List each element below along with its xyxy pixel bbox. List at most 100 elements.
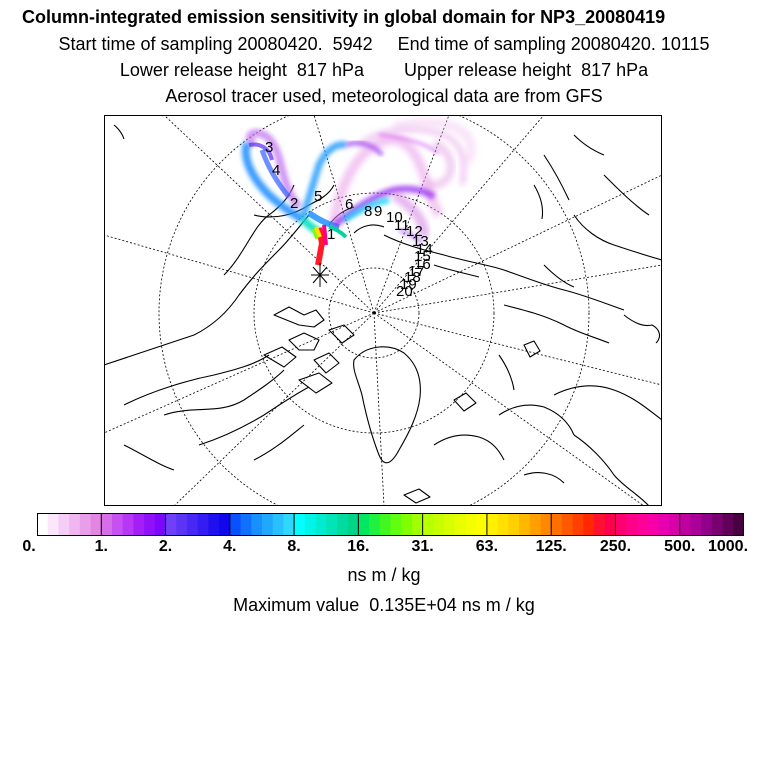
color-scale-tick-label: 63. xyxy=(475,538,499,555)
color-scale-cell xyxy=(594,513,606,536)
color-scale-cell xyxy=(261,513,274,536)
color-scale-cell xyxy=(37,513,49,536)
color-scale-cell xyxy=(326,513,338,536)
color-scale-cell xyxy=(294,513,306,536)
color-scale-cell xyxy=(347,513,359,536)
color-scale-cell xyxy=(47,513,60,536)
color-scale-cell xyxy=(154,513,167,536)
color-scale-tick-label: 250. xyxy=(599,538,632,555)
trajectory-label-1: 1 xyxy=(327,226,335,243)
color-scale-cell xyxy=(529,513,542,536)
tracer-info-line: Aerosol tracer used, meteorological data… xyxy=(165,86,603,106)
color-scale-bar xyxy=(37,513,744,536)
trajectory-label-19: 19 xyxy=(400,276,417,293)
color-scale-cell xyxy=(669,513,681,536)
color-scale-cell xyxy=(358,513,370,536)
color-scale-tick-label: 1. xyxy=(94,538,108,555)
color-scale-cell xyxy=(111,513,124,536)
color-scale-cell xyxy=(733,513,744,536)
trajectory-label-5: 5 xyxy=(314,188,322,205)
color-scale-cell xyxy=(508,513,520,536)
color-scale-cell xyxy=(240,513,252,536)
coastlines xyxy=(104,124,662,506)
color-scale-cell xyxy=(540,513,552,536)
color-scale-cell xyxy=(208,513,220,536)
color-scale-cell xyxy=(369,513,381,536)
maximum-value-label: Maximum value 0.135E+04 ns m / kg xyxy=(233,595,535,615)
polar-stereographic-map: 1 2 3 4 5 6 8 9 10 11 12 13 14 15 16 17 … xyxy=(104,115,662,506)
color-scale-cell xyxy=(304,513,317,536)
color-scale-cell xyxy=(519,513,531,536)
trajectory-label-2: 2 xyxy=(290,195,298,212)
color-scale-cell xyxy=(69,513,81,536)
color-scale-cell xyxy=(636,513,649,536)
color-scale-cell xyxy=(133,513,145,536)
trajectory-label-14: 14 xyxy=(416,241,433,258)
trajectory-label-18: 18 xyxy=(404,269,421,286)
color-scale-cell xyxy=(497,513,509,536)
release-height-line: Lower release height 817 hPa Upper relea… xyxy=(119,60,649,80)
color-scale-cell xyxy=(411,513,424,536)
trajectory-label-12: 12 xyxy=(406,223,423,240)
color-scale-tick-label: 16. xyxy=(347,538,370,555)
color-scale-cell xyxy=(390,513,402,536)
color-scale-cell xyxy=(583,513,595,536)
color-scale-cell xyxy=(176,513,188,536)
color-scale-cell xyxy=(122,513,135,536)
color-scale-cell xyxy=(722,513,734,536)
color-scale-cell xyxy=(422,513,434,536)
trajectory-label-17: 17 xyxy=(408,263,425,280)
color-scale-cell xyxy=(272,513,284,536)
color-scale-cell xyxy=(144,513,156,536)
color-scale-tick-label: 8. xyxy=(287,538,301,555)
color-scale-cell xyxy=(604,513,617,536)
sampling-time-line: Start time of sampling 20080420. 5942 En… xyxy=(58,34,710,54)
color-scale-cell xyxy=(197,513,209,536)
color-scale-tick-label: 0. xyxy=(22,538,36,555)
color-scale-tick-label: 500. xyxy=(664,538,696,555)
color-scale-cell xyxy=(101,513,113,536)
trajectory-label-11: 11 xyxy=(394,217,410,234)
color-scale-cell xyxy=(283,513,295,536)
color-scale-cell xyxy=(476,513,488,536)
latitude-circles xyxy=(158,115,590,506)
color-scale-cell xyxy=(401,513,413,536)
color-scale-cell xyxy=(701,513,713,536)
color-scale-cell xyxy=(251,513,263,536)
sensitivity-plume xyxy=(241,117,476,287)
trajectory-label-10: 10 xyxy=(386,209,403,226)
color-scale-cell xyxy=(58,513,70,536)
release-site-marker xyxy=(311,263,329,287)
color-scale-cell xyxy=(465,513,477,536)
color-scale-cell xyxy=(186,513,199,536)
trajectory-label-13: 13 xyxy=(412,233,429,250)
trajectory-label-6: 6 xyxy=(345,196,353,213)
trajectory-label-3: 3 xyxy=(265,139,273,156)
trajectory-label-20: 20 xyxy=(396,283,413,300)
color-scale-cell xyxy=(486,513,499,536)
color-scale-cell xyxy=(219,513,231,536)
color-scale-cell xyxy=(336,513,349,536)
trajectory-label-9: 9 xyxy=(374,203,382,220)
trajectory-label-8: 8 xyxy=(364,203,372,220)
color-scale-cell xyxy=(626,513,638,536)
color-scale-cell xyxy=(561,513,574,536)
color-scale-cell xyxy=(379,513,392,536)
color-scale-cell xyxy=(679,513,692,536)
color-scale-cell xyxy=(315,513,327,536)
color-scale-cell xyxy=(690,513,702,536)
color-scale-cell xyxy=(90,513,102,536)
color-scale-cell xyxy=(551,513,563,536)
color-scale-cell xyxy=(444,513,456,536)
color-scale-cell xyxy=(229,513,242,536)
color-scale-cell xyxy=(454,513,467,536)
trajectory-label-16: 16 xyxy=(414,256,431,273)
color-scale-cell xyxy=(165,513,177,536)
color-scale-tick-label: 125. xyxy=(535,538,567,555)
plot-title: Column-integrated emission sensitivity i… xyxy=(22,7,666,27)
color-scale-cell xyxy=(79,513,92,536)
color-scale-cell xyxy=(658,513,670,536)
color-scale-cell xyxy=(711,513,724,536)
units-label: ns m / kg xyxy=(347,565,421,585)
color-scale-tick-label: 31. xyxy=(411,538,434,555)
